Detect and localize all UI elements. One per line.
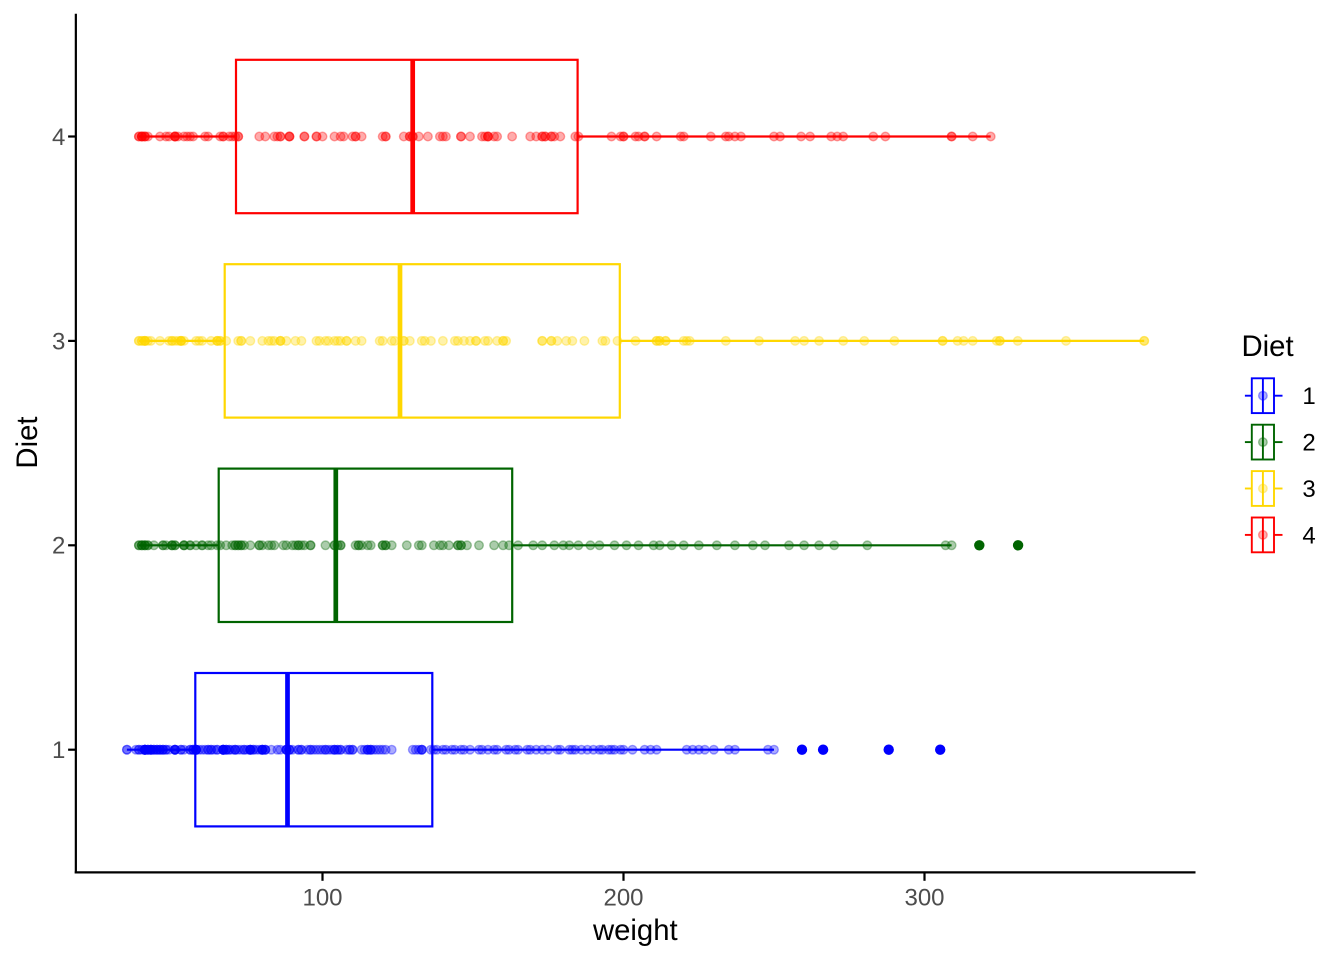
svg-text:1: 1 bbox=[52, 737, 65, 764]
svg-text:1: 1 bbox=[1302, 383, 1315, 410]
svg-text:3: 3 bbox=[52, 328, 65, 355]
svg-text:Diet: Diet bbox=[1242, 330, 1294, 363]
svg-text:2: 2 bbox=[1302, 430, 1315, 457]
svg-text:100: 100 bbox=[302, 885, 342, 912]
svg-text:300: 300 bbox=[904, 885, 944, 912]
svg-text:200: 200 bbox=[603, 885, 643, 912]
svg-text:2: 2 bbox=[52, 533, 65, 560]
svg-text:weight: weight bbox=[592, 914, 678, 947]
svg-text:4: 4 bbox=[1302, 522, 1315, 549]
svg-text:4: 4 bbox=[52, 124, 65, 151]
svg-text:3: 3 bbox=[1302, 476, 1315, 503]
svg-text:Diet: Diet bbox=[11, 416, 44, 468]
